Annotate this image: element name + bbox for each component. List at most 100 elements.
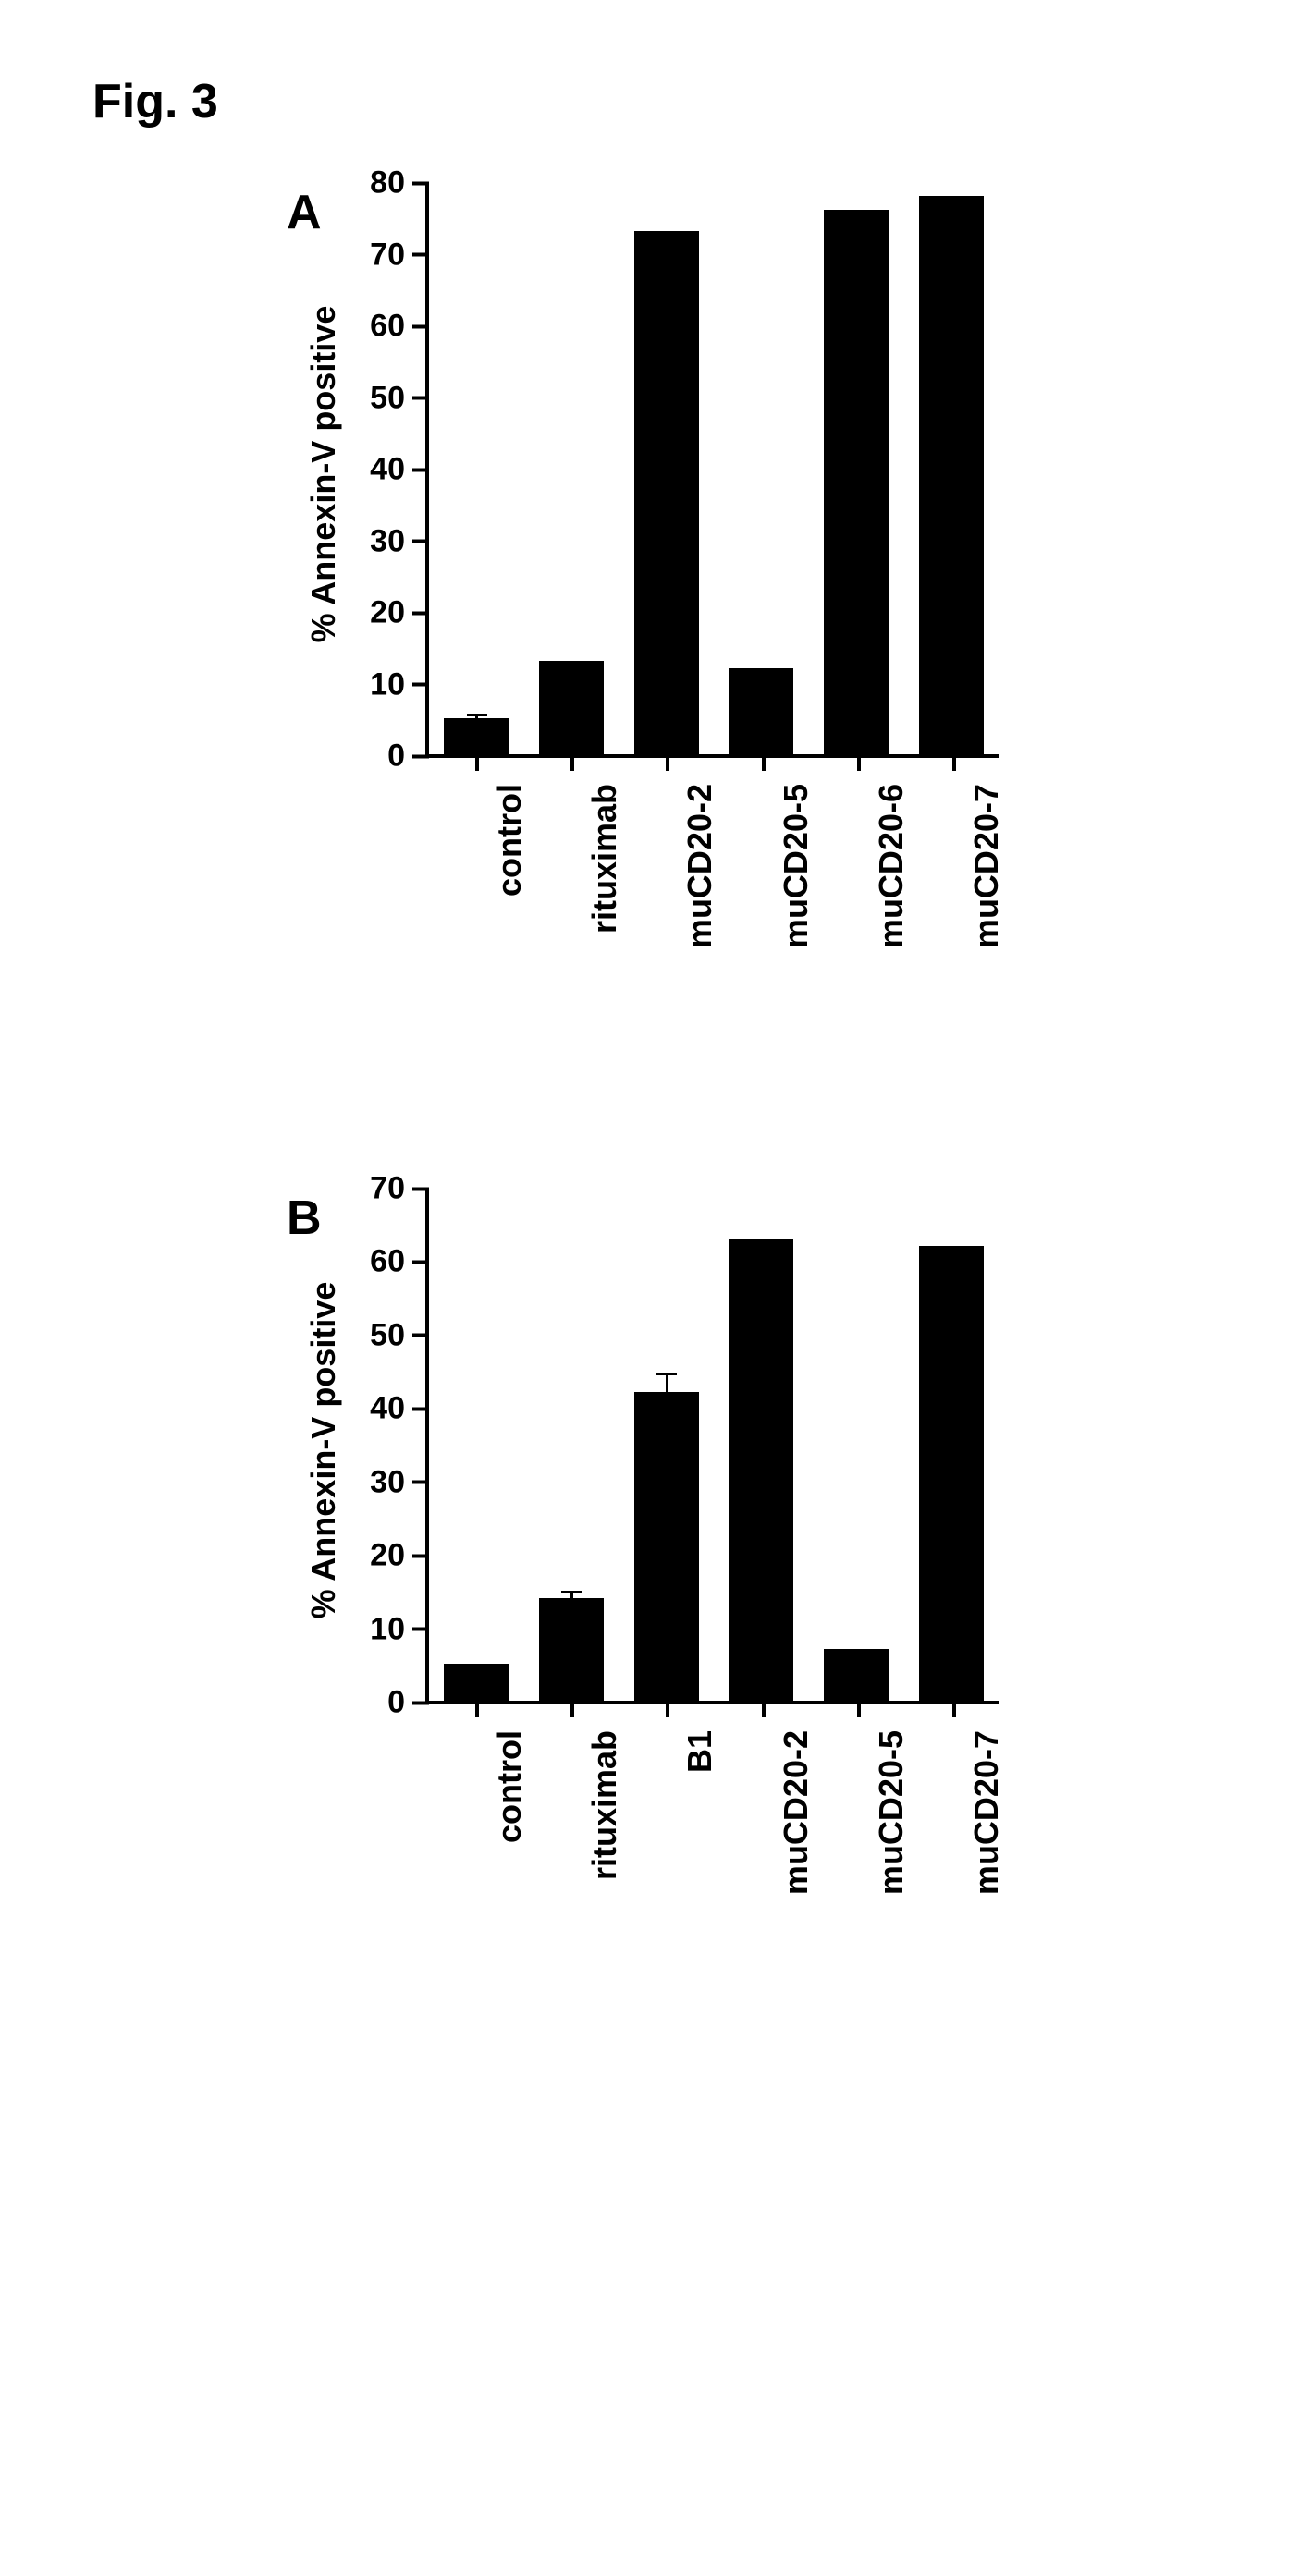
ytick-mark [412,1334,429,1337]
bar [539,1598,604,1701]
panel-b-plot-area: 010203040506070 [425,1190,999,1704]
xlabel-slot: muCD20-5 [807,1730,902,1971]
ytick: 80 [357,165,429,201]
ytick-mark [412,468,429,471]
xtick-mark [475,754,479,771]
ytick-mark [412,1407,429,1410]
error-cap [467,714,487,716]
bar-slot [619,1190,714,1701]
xlabel: muCD20-7 [967,1730,1006,1895]
ytick-mark [412,683,429,687]
ytick-mark [412,181,429,185]
bar-slot [714,1190,809,1701]
panel-a-ylabel: % Annexin-V positive [304,188,343,761]
bar-slot [714,185,809,754]
xlabel-slot: muCD20-7 [903,1730,999,1971]
ytick-mark [412,1260,429,1264]
bar [729,668,793,754]
ytick-label: 30 [357,523,412,559]
bar-slot [619,185,714,754]
ytick: 70 [357,237,429,273]
figure-title: Fig. 3 [92,74,1220,129]
panel-a-xlabels: controlrituximabmuCD20-2muCD20-5muCD20-6… [425,784,999,1024]
ytick-mark [412,1701,429,1704]
xlabel-slot: muCD20-2 [712,1730,807,1971]
panel-a-chart: % Annexin-V positive 01020304050607080 c… [425,185,1220,1024]
ytick: 0 [357,1685,429,1721]
figure-page: Fig. 3 A % Annexin-V positive 0102030405… [0,0,1312,2285]
xlabel-slot: control [425,784,521,1024]
bar-slot [809,185,904,754]
bar [824,1649,889,1701]
bar [919,196,984,755]
xtick-mark [952,754,956,771]
ytick-mark [412,754,429,758]
ytick-label: 20 [357,1538,412,1574]
bar-slot [903,185,999,754]
error-whisker [666,1374,668,1393]
ytick-mark [412,1554,429,1557]
bar [729,1239,793,1701]
panel-b-chart: % Annexin-V positive 010203040506070 con… [425,1190,1220,1971]
ytick-label: 40 [357,1391,412,1427]
ytick: 40 [357,1391,429,1427]
ytick-mark [412,397,429,400]
xtick-mark [857,754,861,771]
bar-slot [524,185,619,754]
bar-slot [429,1190,524,1701]
xtick-mark [570,1701,574,1717]
xtick-mark [762,754,766,771]
bar [634,1392,699,1701]
xlabel: muCD20-7 [967,784,1006,948]
ytick-label: 70 [357,237,412,273]
ytick: 30 [357,1464,429,1500]
panel-b-xlabels: controlrituximabB1muCD20-2muCD20-5muCD20… [425,1730,999,1971]
xtick-mark [762,1701,766,1717]
ytick-label: 20 [357,595,412,631]
xlabel-slot: muCD20-6 [807,784,902,1024]
bar [444,1664,509,1701]
xtick-mark [570,754,574,771]
xtick-mark [666,1701,669,1717]
panel-a: A % Annexin-V positive 01020304050607080… [92,185,1220,1024]
xlabel-slot: rituximab [521,784,616,1024]
ytick: 40 [357,452,429,488]
bar [634,231,699,754]
ytick: 20 [357,1538,429,1574]
bar [824,210,889,754]
ytick-label: 30 [357,1464,412,1500]
ytick-label: 40 [357,452,412,488]
xlabel-slot: control [425,1730,521,1971]
bar [539,661,604,754]
ytick-label: 60 [357,309,412,345]
ytick: 10 [357,666,429,702]
error-cap [656,1373,677,1375]
ytick-mark [412,540,429,543]
ytick-label: 0 [357,1685,412,1721]
ytick: 60 [357,1244,429,1280]
xtick-mark [475,1701,479,1717]
ytick-label: 80 [357,165,412,201]
bar-slot [903,1190,999,1701]
ytick-label: 10 [357,666,412,702]
ytick: 30 [357,523,429,559]
xtick-mark [952,1701,956,1717]
ytick-label: 70 [357,1171,412,1207]
xlabel-slot: muCD20-5 [712,784,807,1024]
bar-slot [809,1190,904,1701]
ytick-label: 50 [357,380,412,416]
ytick-mark [412,253,429,257]
error-cap [561,1591,582,1593]
panel-a-bars [429,185,999,754]
bar-slot [429,185,524,754]
panel-b: B % Annexin-V positive 010203040506070 c… [92,1190,1220,1971]
ytick-mark [412,1187,429,1190]
xlabel-slot: muCD20-7 [903,784,999,1024]
ytick-label: 0 [357,739,412,775]
xlabel-slot: muCD20-2 [617,784,712,1024]
ytick: 0 [357,739,429,775]
ytick: 50 [357,1317,429,1353]
ytick: 50 [357,380,429,416]
ytick-label: 60 [357,1244,412,1280]
bar [444,718,509,754]
